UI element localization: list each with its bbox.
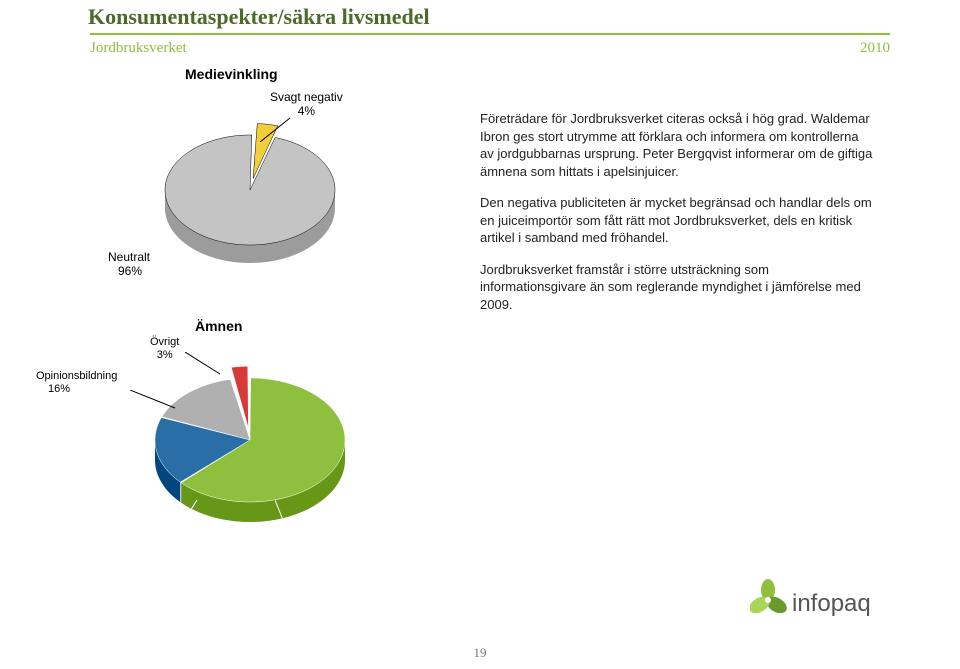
page-title: Konsumentaspekter/säkra livsmedel	[88, 4, 430, 30]
chart2-leader-0	[130, 390, 180, 410]
chart1-slice-label-0: Neutralt	[108, 250, 150, 264]
chart1-title: Medievinkling	[185, 66, 278, 82]
chart1-slice-label-1: Svagt negativ	[270, 90, 343, 104]
chart2-slice-pct-0: 16%	[48, 383, 70, 395]
chart2-slice-pct-2: 63%	[270, 554, 292, 566]
chart2-label-beslut: Beslut & myndighetsutövn 18%	[90, 525, 173, 565]
subtitle-left: Jordbruksverket	[90, 40, 187, 57]
slide: Konsumentaspekter/säkra livsmedel Jordbr…	[0, 0, 960, 669]
chart2-slice-label-1: Övrigt	[150, 336, 179, 348]
chart2-slice-label-2b: forskning	[258, 541, 303, 553]
logo-svg: infopaq	[750, 578, 900, 624]
chart1-pie	[140, 90, 360, 310]
chart2-leader-2	[275, 500, 305, 535]
page-number: 19	[0, 645, 960, 661]
chart1-label-neutralt: Neutralt 96%	[108, 250, 150, 279]
chart2-slice-pct-3: 18%	[121, 551, 143, 563]
chart2-slice-label-0: Opinionsbildning	[36, 370, 117, 382]
chart2-slice-pct-1: 3%	[157, 349, 173, 361]
logo: infopaq	[750, 578, 900, 629]
chart1-leader-1	[260, 112, 310, 142]
chart2-slice-label-3a: Beslut &	[111, 525, 152, 537]
title-underline	[90, 33, 890, 35]
chart1-slice-pct-0: 96%	[118, 264, 142, 278]
chart2-leader-3	[175, 500, 215, 540]
subtitle-right: 2010	[860, 40, 890, 57]
body-text: Företrädare för Jordbruksverket citeras …	[480, 110, 875, 327]
chart2-leader-1	[185, 352, 225, 382]
body-p1: Företrädare för Jordbruksverket citeras …	[480, 110, 875, 180]
chart2-label-ovrigt: Övrigt 3%	[150, 336, 179, 362]
body-p3: Jordbruksverket framstår i större utsträ…	[480, 261, 875, 314]
chart2-slice-label-3b: myndighetsutövn	[90, 538, 173, 550]
body-p2: Den negativa publiciteten är mycket begr…	[480, 194, 875, 247]
logo-text: infopaq	[792, 590, 871, 617]
chart2-label-opinionsbildning: Opinionsbildning 16%	[36, 370, 117, 396]
